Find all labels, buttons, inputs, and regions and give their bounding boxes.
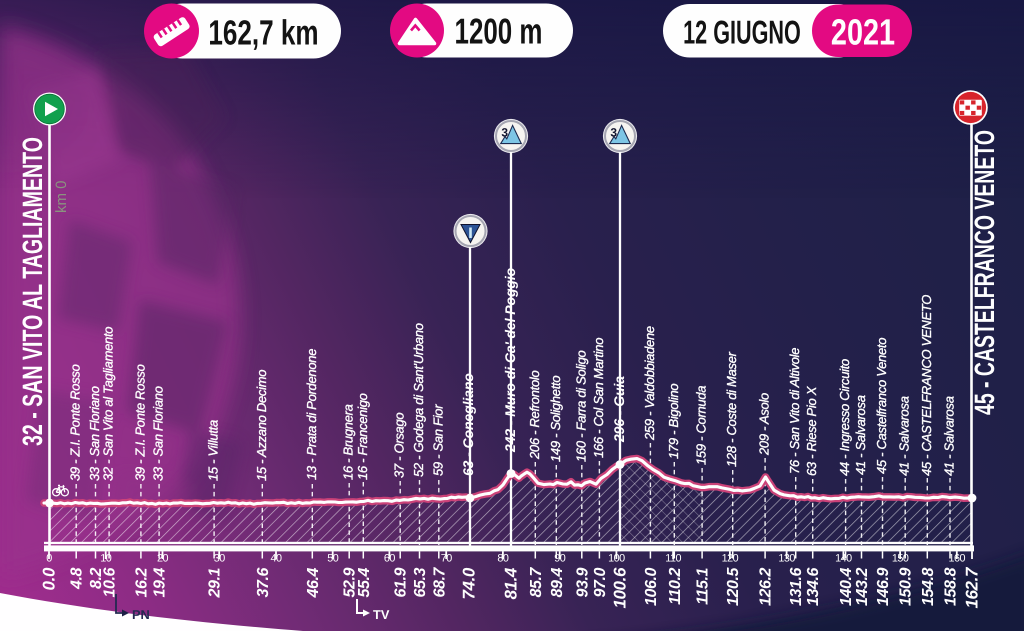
svg-text:10: 10 bbox=[100, 553, 112, 565]
svg-text:37.6: 37.6 bbox=[255, 568, 272, 598]
svg-text:128 - Coste di Maser: 128 - Coste di Maser bbox=[724, 351, 739, 467]
svg-text:33 - San Floriano: 33 - San Floriano bbox=[151, 386, 166, 481]
svg-text:154.8: 154.8 bbox=[920, 568, 937, 607]
svg-text:3: 3 bbox=[501, 126, 508, 140]
svg-text:TV: TV bbox=[373, 607, 390, 622]
svg-text:70: 70 bbox=[441, 553, 453, 565]
svg-text:45 - Castelfranco Veneto: 45 - Castelfranco Veneto bbox=[874, 338, 889, 474]
svg-text:89.4: 89.4 bbox=[549, 568, 566, 598]
svg-text:30: 30 bbox=[214, 553, 226, 565]
svg-text:209 - Asolo: 209 - Asolo bbox=[757, 393, 772, 456]
svg-text:80: 80 bbox=[497, 553, 509, 565]
svg-text:166 - Col San Martino: 166 - Col San Martino bbox=[591, 338, 606, 458]
svg-text:150: 150 bbox=[892, 553, 909, 565]
svg-text:12 GIUGNO: 12 GIUGNO bbox=[683, 14, 801, 51]
svg-text:61.9: 61.9 bbox=[393, 568, 410, 598]
svg-text:16 - Francenigo: 16 - Francenigo bbox=[355, 393, 370, 480]
svg-text:39 - Z.I. Ponte Rosso: 39 - Z.I. Ponte Rosso bbox=[132, 364, 147, 481]
svg-text:146.9: 146.9 bbox=[875, 568, 892, 607]
svg-text:45 - CASTELFRANCO VENETO: 45 - CASTELFRANCO VENETO bbox=[969, 130, 1000, 415]
svg-text:45 - CASTELFRANCO VENETO: 45 - CASTELFRANCO VENETO bbox=[919, 295, 934, 476]
svg-text:10.6: 10.6 bbox=[102, 568, 119, 598]
svg-text:65.3: 65.3 bbox=[412, 568, 429, 598]
svg-text:20: 20 bbox=[157, 553, 169, 565]
svg-text:162.7: 162.7 bbox=[963, 566, 982, 608]
svg-text:160: 160 bbox=[949, 553, 966, 565]
svg-text:29.1: 29.1 bbox=[207, 568, 224, 599]
svg-text:206 - Refrontolo: 206 - Refrontolo bbox=[527, 371, 542, 460]
svg-text:115.1: 115.1 bbox=[695, 568, 712, 605]
svg-text:4.8: 4.8 bbox=[69, 568, 86, 591]
svg-text:93.9: 93.9 bbox=[574, 568, 591, 598]
svg-text:120.5: 120.5 bbox=[725, 567, 742, 607]
svg-text:32 - San Vito al Tagliamento: 32 - San Vito al Tagliamento bbox=[101, 327, 116, 481]
svg-text:0.0: 0.0 bbox=[40, 567, 59, 590]
svg-text:52.9: 52.9 bbox=[342, 568, 359, 598]
svg-text:52 - Godega di Sant'Urbano: 52 - Godega di Sant'Urbano bbox=[411, 323, 426, 477]
svg-text:37 - Orsago: 37 - Orsago bbox=[392, 413, 407, 478]
svg-text:63 - Conegliano: 63 - Conegliano bbox=[460, 373, 476, 476]
svg-text:3: 3 bbox=[610, 126, 617, 140]
svg-text:15 - Azzano Decimo: 15 - Azzano Decimo bbox=[254, 370, 269, 481]
svg-text:15 - Villutta: 15 - Villutta bbox=[206, 420, 221, 481]
svg-text:74.0: 74.0 bbox=[459, 567, 478, 599]
svg-text:2021: 2021 bbox=[831, 12, 895, 53]
svg-text:46.4: 46.4 bbox=[305, 568, 322, 599]
svg-text:130: 130 bbox=[778, 553, 795, 565]
svg-text:134.6: 134.6 bbox=[805, 568, 822, 607]
svg-text:158.8: 158.8 bbox=[943, 568, 960, 607]
svg-text:90: 90 bbox=[554, 553, 566, 565]
svg-text:131.6: 131.6 bbox=[788, 568, 805, 607]
svg-text:8.2: 8.2 bbox=[88, 568, 105, 590]
svg-text:63 - Riese Pio X: 63 - Riese Pio X bbox=[804, 385, 819, 476]
svg-text:162,7 km: 162,7 km bbox=[208, 14, 318, 53]
svg-text:159 - Cornuda: 159 - Cornuda bbox=[694, 386, 709, 465]
svg-text:19.4: 19.4 bbox=[152, 568, 169, 598]
svg-text:55.4: 55.4 bbox=[356, 568, 373, 598]
svg-text:106.0: 106.0 bbox=[643, 568, 660, 607]
svg-text:60: 60 bbox=[384, 553, 396, 565]
svg-text:16.2: 16.2 bbox=[133, 568, 150, 598]
svg-text:143.2: 143.2 bbox=[854, 568, 871, 607]
svg-text:149 - Solighetto: 149 - Solighetto bbox=[548, 376, 563, 462]
svg-text:120: 120 bbox=[722, 553, 739, 565]
svg-text:259 - Valdobbiadene: 259 - Valdobbiadene bbox=[642, 326, 657, 441]
svg-text:160 - Farra di Soligo: 160 - Farra di Soligo bbox=[573, 350, 588, 462]
svg-text:59 - San Fior: 59 - San Fior bbox=[430, 404, 445, 476]
svg-text:1200 m: 1200 m bbox=[455, 11, 543, 52]
svg-text:33 - San Floriano: 33 - San Floriano bbox=[87, 386, 102, 481]
svg-text:100: 100 bbox=[608, 553, 625, 565]
svg-text:km 0: km 0 bbox=[53, 180, 70, 213]
svg-text:13 - Prata di Pordenone: 13 - Prata di Pordenone bbox=[304, 349, 319, 480]
svg-text:85.7: 85.7 bbox=[528, 567, 545, 598]
svg-text:126.2: 126.2 bbox=[758, 568, 775, 607]
svg-text:41 - Salvarosa: 41 - Salvarosa bbox=[942, 396, 957, 476]
svg-text:140: 140 bbox=[835, 553, 852, 565]
svg-text:140.4: 140.4 bbox=[838, 568, 855, 607]
svg-text:16 - Brugnera: 16 - Brugnera bbox=[341, 404, 356, 480]
svg-text:41 - Salvarosa: 41 - Salvarosa bbox=[853, 395, 868, 475]
svg-text:150.9: 150.9 bbox=[898, 568, 915, 607]
svg-text:100.6: 100.6 bbox=[610, 567, 629, 608]
svg-text:39 - Z.I. Ponte Rosso: 39 - Z.I. Ponte Rosso bbox=[68, 364, 83, 481]
svg-text:0: 0 bbox=[46, 553, 52, 565]
svg-text:40: 40 bbox=[270, 553, 282, 565]
svg-text:32 - SAN VITO AL TAGLIAMENTO: 32 - SAN VITO AL TAGLIAMENTO bbox=[17, 137, 48, 446]
svg-text:PN: PN bbox=[132, 607, 150, 622]
svg-text:97.0: 97.0 bbox=[592, 568, 609, 598]
svg-text:81.4: 81.4 bbox=[501, 567, 520, 599]
svg-text:76 - San Vito di Altivole: 76 - San Vito di Altivole bbox=[787, 348, 802, 474]
svg-text:110.2: 110.2 bbox=[667, 568, 684, 605]
svg-text:179 - Bigolino: 179 - Bigolino bbox=[666, 384, 681, 459]
svg-text:110: 110 bbox=[665, 553, 681, 565]
svg-text:296 - Guia: 296 - Guia bbox=[611, 376, 627, 443]
svg-text:44 - Ingresso Circuito: 44 - Ingresso Circuito bbox=[837, 359, 852, 476]
svg-text:41 - Salvarosa: 41 - Salvarosa bbox=[897, 396, 912, 476]
svg-text:68.7: 68.7 bbox=[431, 567, 448, 598]
svg-text:50: 50 bbox=[327, 553, 339, 565]
svg-text:242 - Muro di Ca' del Poggio: 242 - Muro di Ca' del Poggio bbox=[502, 267, 518, 453]
